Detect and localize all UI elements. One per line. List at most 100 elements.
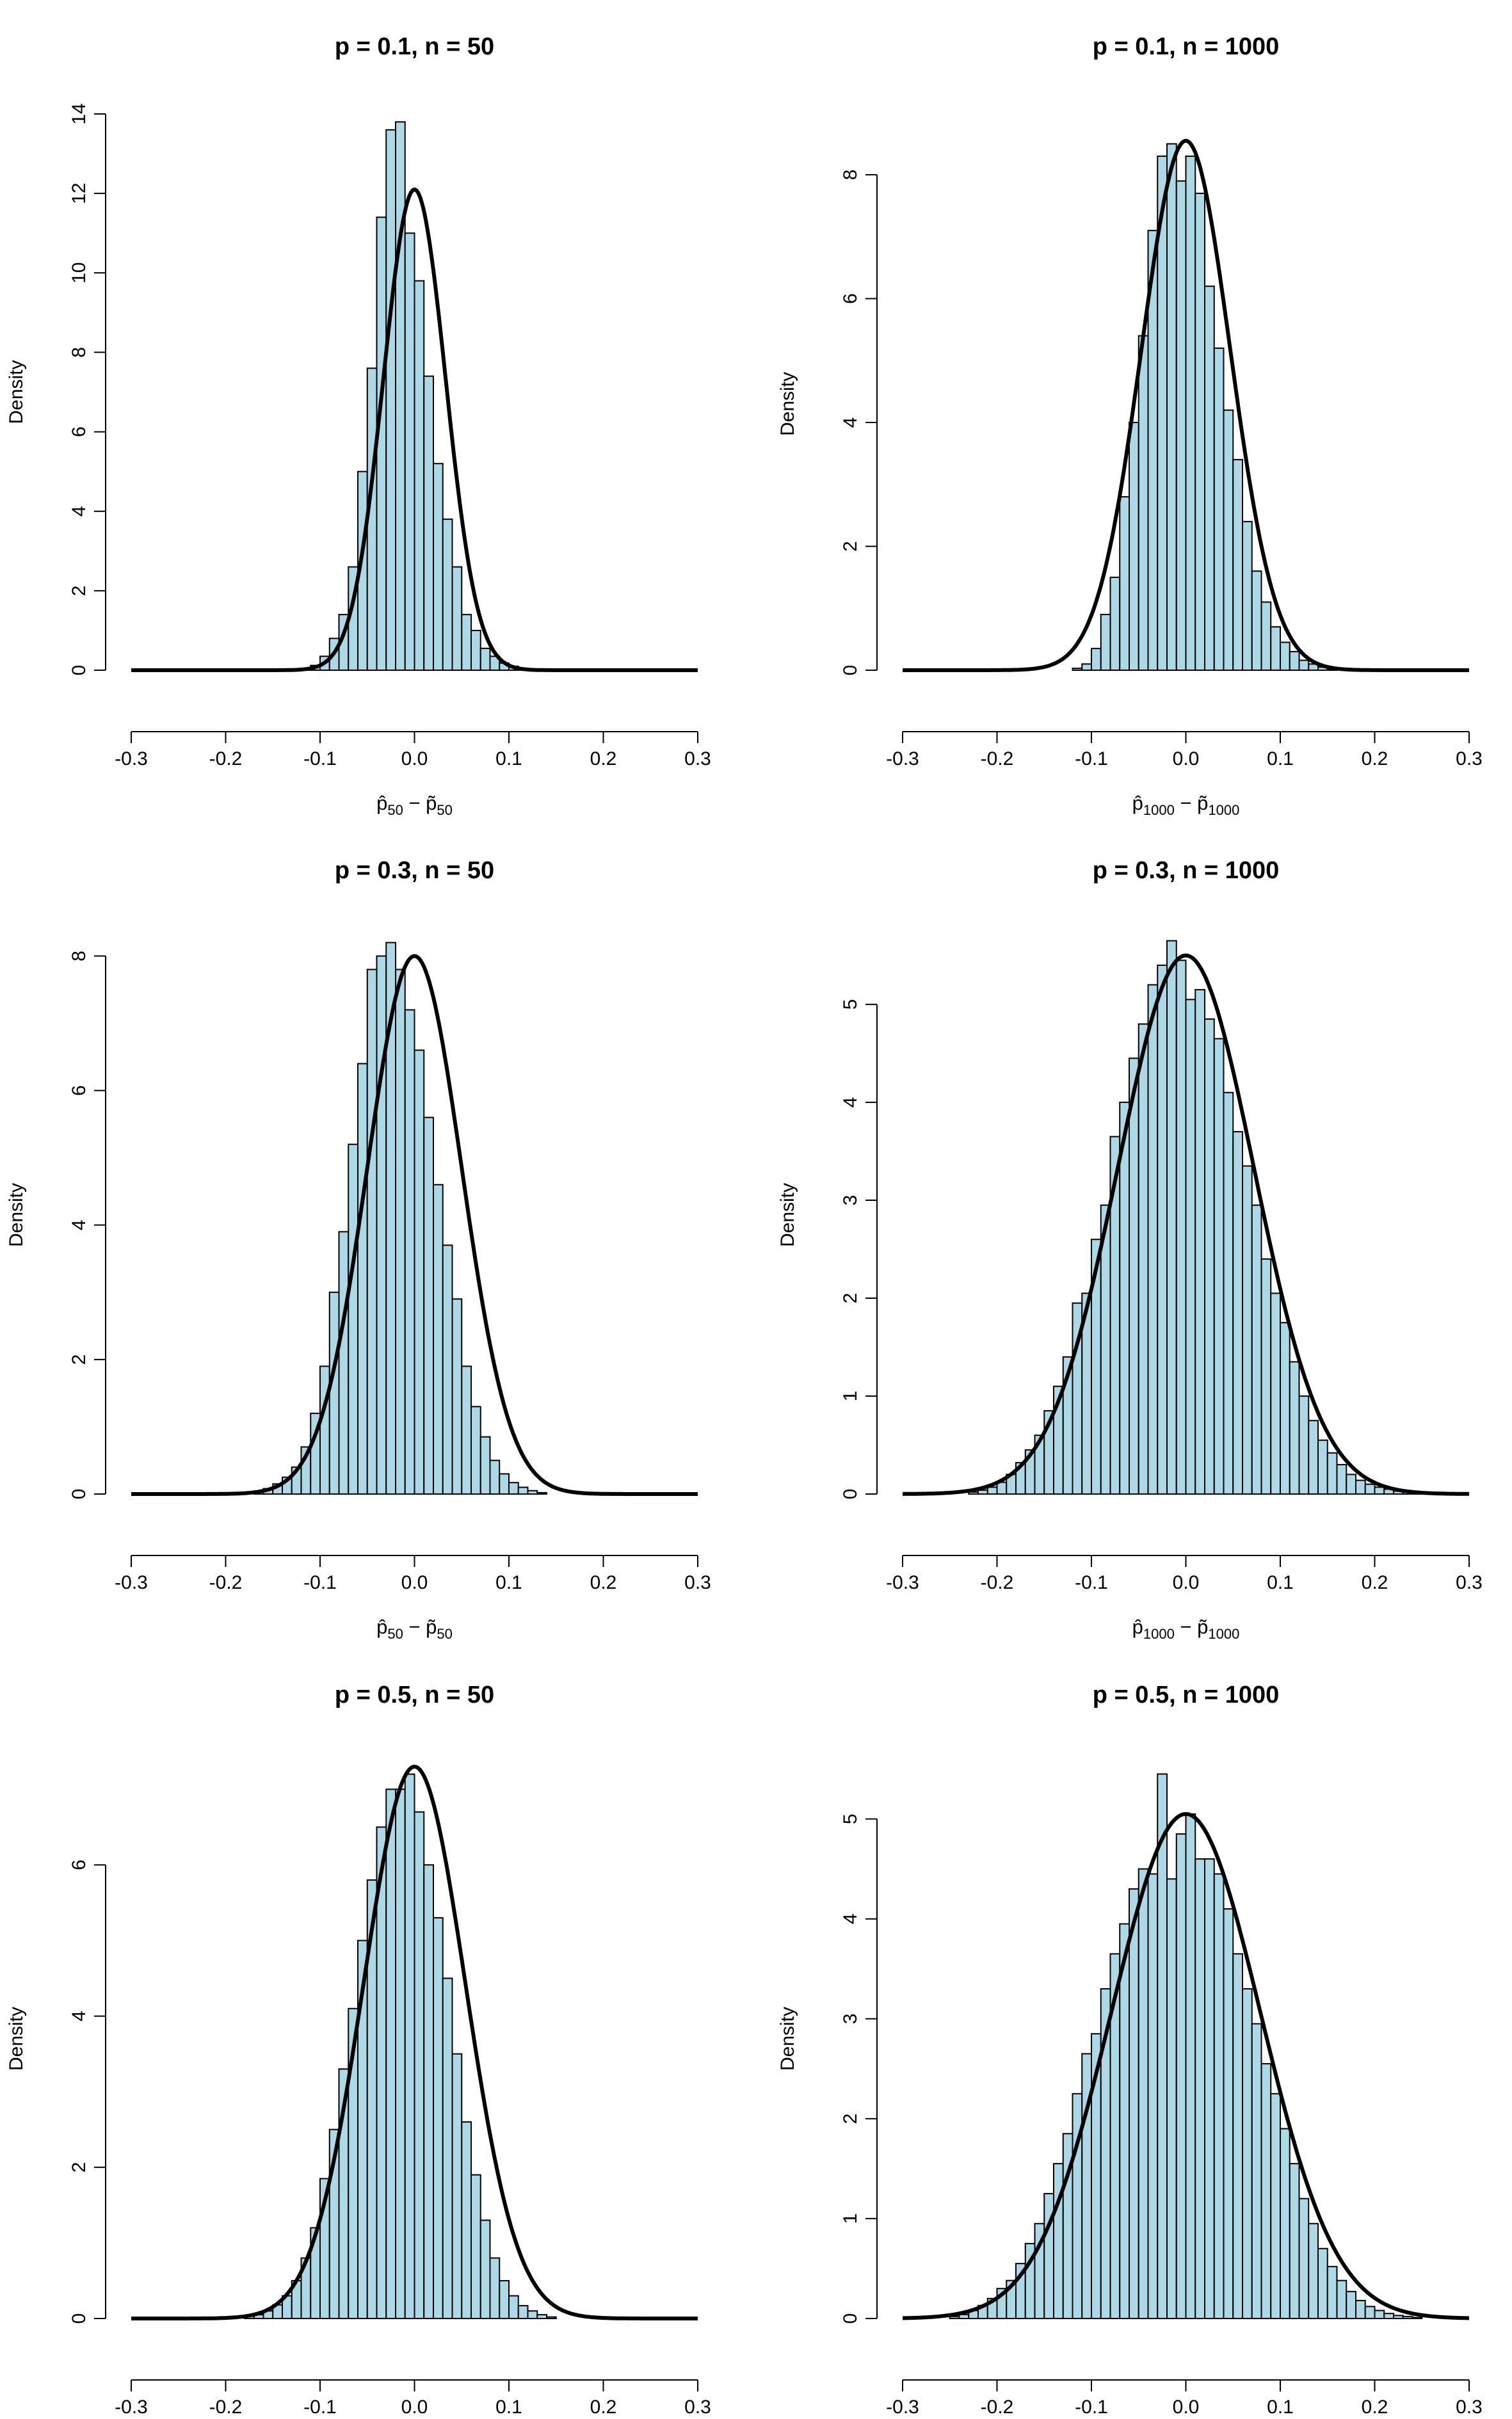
histogram-bar: [1138, 1868, 1149, 2319]
y-tick-label: 0: [840, 665, 861, 676]
histogram-bar: [1129, 422, 1139, 671]
histogram-bar: [1147, 984, 1159, 1495]
histogram-bar: [1081, 663, 1092, 671]
histogram-bar: [414, 280, 425, 671]
histogram-bar: [395, 121, 406, 671]
histogram-bar: [1336, 2279, 1347, 2320]
x-tick-label: -0.3: [115, 748, 148, 769]
normal-density-curve: [131, 1764, 698, 2320]
histogram-bar: [1204, 1018, 1215, 1495]
histogram-bar: [977, 1489, 988, 1495]
x-tick-label: -0.1: [303, 2397, 337, 2418]
x-tick-label: 0.1: [495, 1572, 522, 1593]
histogram-bar: [442, 1244, 453, 1495]
histogram-bar: [1232, 1130, 1243, 1495]
histogram-bar: [1232, 459, 1243, 671]
histogram-bar: [442, 1977, 453, 2319]
y-tick-label: 5: [840, 999, 861, 1010]
histogram-bar: [433, 1917, 444, 2320]
y-tick-label: 8: [68, 347, 90, 358]
x-tick-label: 0.3: [684, 748, 711, 769]
x-tick-label: 0.1: [495, 2397, 522, 2418]
x-tick-label: 0.3: [684, 1572, 711, 1593]
histogram-bar: [404, 1773, 415, 2319]
y-tick-label: 0: [840, 2313, 861, 2324]
histogram-bar: [395, 968, 406, 1495]
x-tick-label: 0.1: [1267, 2397, 1294, 2418]
x-tick-label: 0.0: [401, 2397, 428, 2418]
histogram-bar: [423, 1864, 434, 2319]
histogram-bar: [479, 1436, 491, 1495]
x-label-estimator-a: p̂: [1132, 1616, 1143, 1638]
histogram-bar: [357, 1063, 368, 1495]
histogram-bar: [1157, 1773, 1168, 2319]
histogram-bar: [1336, 1464, 1347, 1495]
histogram-bar: [338, 1231, 350, 1495]
histogram-bar: [1147, 1873, 1159, 2320]
histogram-bar: [1393, 2315, 1404, 2320]
panel-title: p = 0.5, n = 50: [335, 1682, 494, 1708]
histogram-panel: p = 0.3, n = 1000 -0.3 -0.2 -0.1 0.0 0.1 0.2 0.…: [777, 857, 1483, 1642]
y-tick-label: 1: [840, 1391, 861, 1402]
x-label-operator: −: [403, 1616, 426, 1638]
histogram-bar: [1185, 156, 1196, 671]
histogram-bar: [1157, 964, 1168, 1495]
histogram-bar: [499, 1473, 510, 1495]
x-tick-label: 0.0: [401, 748, 428, 769]
histogram-bar: [517, 2304, 529, 2320]
histogram-bar: [1213, 1873, 1225, 2320]
histogram-bar: [536, 2314, 547, 2319]
x-label-subscript-b: 1000: [1208, 1626, 1239, 1642]
histogram-bar: [442, 518, 453, 671]
x-tick-label: 0.1: [1267, 748, 1294, 769]
histogram-bar: [1166, 143, 1177, 671]
x-tick-label: 0.2: [1362, 2397, 1388, 2418]
y-tick-label: 14: [68, 103, 90, 124]
histogram-bar: [517, 1486, 529, 1495]
histogram-bar: [1346, 1474, 1356, 1495]
histogram-bar: [1251, 2023, 1262, 2320]
panel-title: p = 0.1, n = 50: [335, 33, 494, 60]
histogram-bar: [1166, 1878, 1177, 2319]
histogram-bar: [1280, 1322, 1291, 1495]
histogram-bar: [404, 232, 415, 671]
y-tick-label: 6: [68, 1085, 90, 1096]
x-axis-label: p̂1000 − p̃1000: [1132, 1616, 1240, 1642]
histogram-bar: [451, 1298, 463, 1495]
x-tick-label: -0.2: [209, 2397, 243, 2418]
histogram-bar: [395, 1788, 406, 2319]
histogram-bar: [1242, 1165, 1253, 1495]
x-tick-label: 0.3: [684, 2397, 711, 2418]
x-axis-label: p̂1000 − p̃1000: [1132, 792, 1240, 818]
y-tick-label: 0: [840, 1489, 861, 1500]
x-tick-label: -0.3: [886, 1572, 919, 1593]
histogram-bar: [1298, 1395, 1310, 1495]
x-label-subscript-a: 50: [387, 1626, 403, 1642]
x-tick-label: 0.2: [1362, 1572, 1388, 1593]
y-tick-label: 3: [840, 2013, 861, 2024]
y-tick-label: 2: [68, 586, 90, 597]
histogram-bar: [423, 375, 434, 671]
y-tick-label: 8: [840, 170, 861, 181]
x-tick-label: 0.0: [1173, 2397, 1200, 2418]
x-label-estimator-a: p̂: [376, 792, 387, 814]
y-tick-label: 6: [68, 426, 90, 437]
x-label-operator: −: [1175, 792, 1197, 814]
x-label-estimator-b: p̃: [1197, 1616, 1208, 1638]
panel-title: p = 0.3, n = 50: [335, 857, 494, 884]
histogram-bar: [385, 129, 396, 671]
histogram-bar: [461, 2121, 472, 2320]
histogram-bar: [499, 2279, 510, 2320]
histogram-bar: [366, 968, 378, 1495]
histogram-bar: [1270, 626, 1281, 671]
histogram-bar: [1223, 1091, 1234, 1495]
histogram-bar: [1260, 1258, 1272, 1495]
histogram-panel: p = 0.1, n = 1000 -0.3 -0.2 -0.1 0.0 0.1 0.2 0.…: [777, 33, 1483, 818]
y-tick-label: 0: [68, 2313, 90, 2324]
histogram-bar: [1317, 2247, 1328, 2319]
histogram-bar: [1298, 659, 1310, 671]
x-tick-label: -0.1: [303, 1572, 337, 1593]
histogram-bar: [527, 1490, 538, 1495]
x-tick-label: 0.3: [1456, 1572, 1483, 1593]
y-axis-label: Density: [777, 1183, 798, 1247]
